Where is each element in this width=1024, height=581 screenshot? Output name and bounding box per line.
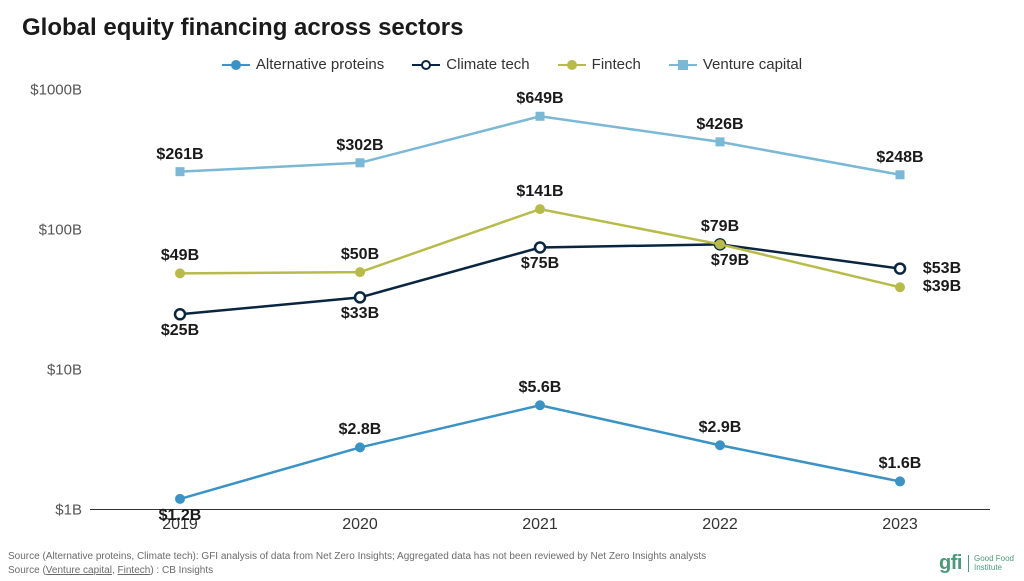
data-label: $49B [161, 247, 199, 265]
plot-svg [90, 90, 990, 510]
legend-label: Venture capital [703, 56, 802, 73]
source-line2-a: Source ( [8, 565, 46, 576]
chart-area: $1B$10B$100B$1000B20192020202120222023$1… [90, 90, 990, 510]
legend: Alternative proteins Climate tech Fintech V… [0, 56, 1024, 73]
data-label: $53B [923, 260, 961, 278]
source-line1-prefix: Source (Alternative proteins, Climate te… [8, 551, 201, 562]
source-attribution: Source (Alternative proteins, Climate te… [8, 550, 706, 577]
data-label: $75B [521, 255, 559, 273]
data-label: $25B [161, 322, 199, 340]
data-label: $33B [341, 305, 379, 323]
y-tick-label: $1000B [30, 82, 82, 99]
data-label: $248B [876, 149, 923, 167]
data-label: $1.6B [879, 455, 922, 473]
x-tick-label: 2021 [522, 516, 558, 534]
data-label: $79B [701, 218, 739, 236]
data-label: $39B [923, 278, 961, 296]
x-tick-label: 2022 [702, 516, 738, 534]
legend-item: Fintech [558, 56, 641, 73]
legend-item: Climate tech [412, 56, 529, 73]
y-tick-label: $10B [47, 362, 82, 379]
data-label: $50B [341, 246, 379, 264]
source-line1-rest: GFI analysis of data from Net Zero Insig… [201, 551, 706, 562]
data-label: $141B [516, 183, 563, 201]
y-tick-label: $100B [39, 222, 82, 239]
data-label: $2.9B [699, 419, 742, 437]
source-link-vc[interactable]: Venture capital [46, 565, 112, 576]
legend-label: Fintech [592, 56, 641, 73]
source-line2-suffix: ) : CB Insights [150, 565, 213, 576]
data-label: $649B [516, 90, 563, 108]
data-label: $426B [696, 116, 743, 134]
legend-label: Alternative proteins [256, 56, 384, 73]
data-label: $2.8B [339, 421, 382, 439]
logo-text: gfi [939, 552, 962, 575]
logo-sub2: Institute [974, 564, 1014, 572]
legend-item: Alternative proteins [222, 56, 384, 73]
chart-title: Global equity financing across sectors [0, 0, 1024, 42]
legend-item: Venture capital [669, 56, 802, 73]
x-tick-label: 2020 [342, 516, 378, 534]
data-label: $79B [711, 252, 749, 270]
x-tick-label: 2023 [882, 516, 918, 534]
data-label: $1.2B [159, 507, 202, 525]
legend-label: Climate tech [446, 56, 529, 73]
gfi-logo: gfi Good Food Institute [939, 552, 1014, 575]
source-link-fintech[interactable]: Fintech [118, 565, 151, 576]
data-label: $302B [336, 137, 383, 155]
data-label: $5.6B [519, 379, 562, 397]
y-tick-label: $1B [55, 502, 82, 519]
data-label: $261B [156, 146, 203, 164]
x-axis-line [90, 509, 990, 510]
